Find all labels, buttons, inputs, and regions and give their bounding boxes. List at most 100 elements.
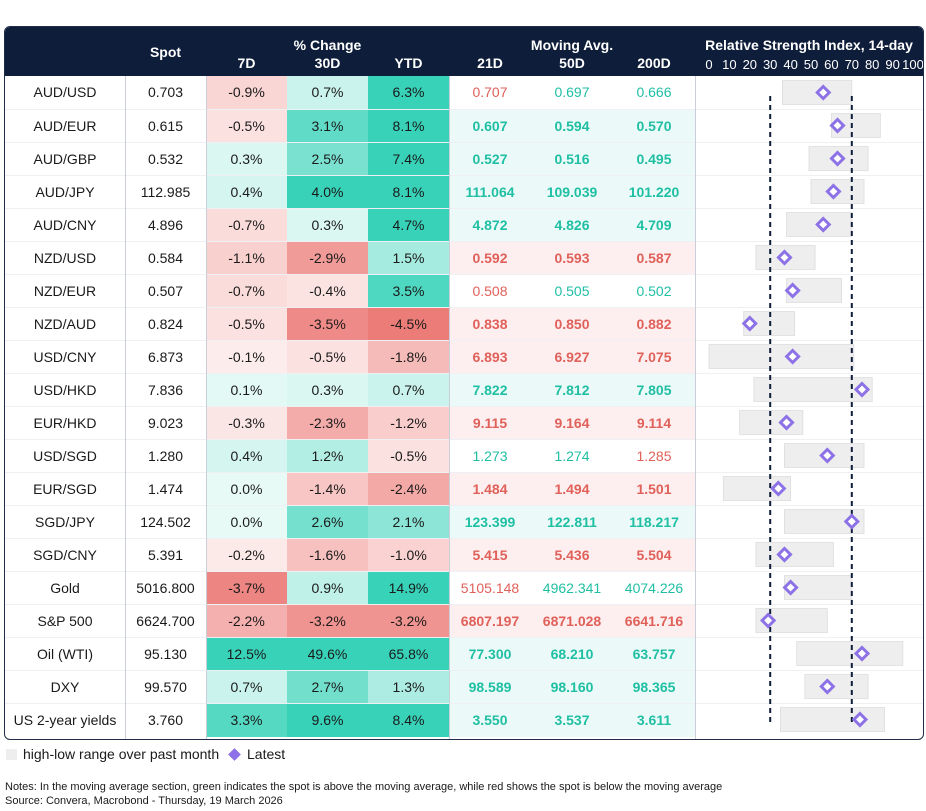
spot-value: 0.532 — [147, 151, 184, 167]
ma-ma200: 7.805 — [636, 382, 672, 398]
row-name: SGD/JPY — [35, 514, 95, 530]
rsi-latest-marker — [853, 645, 871, 662]
rsi-tick-label: 20 — [742, 57, 758, 72]
pct-change-ytd: -4.5% — [368, 308, 449, 341]
legend-latest-label: Latest — [247, 746, 286, 762]
pct-change-ytd: 7.4% — [368, 143, 449, 176]
pct-change-ytd: 3.5% — [368, 275, 449, 308]
pct-change-d7: 0.7% — [206, 671, 287, 704]
row-name: US 2-year yields — [13, 712, 117, 728]
ma-ma200: 0.570 — [636, 118, 672, 134]
ma-ma50: 122.811 — [547, 514, 597, 530]
ma-ma50: 0.850 — [554, 316, 590, 332]
pct-change-ytd: 6.3% — [368, 76, 449, 109]
pct-change-d30: -3.5% — [287, 308, 368, 341]
spot-value: 7.836 — [147, 382, 184, 398]
spot-value: 3.760 — [147, 712, 184, 728]
pct-change-ytd: -1.2% — [368, 407, 449, 440]
ma-row-background — [449, 704, 695, 737]
spot-value: 5016.800 — [136, 580, 195, 596]
rsi-tick-label: 10 — [722, 57, 737, 72]
spot-value: 0.824 — [147, 316, 184, 332]
pct-change-ytd: -3.2% — [368, 605, 449, 638]
ma-row-background — [449, 506, 695, 539]
pct-change-d7: 0.0% — [206, 506, 287, 539]
pct-change-ytd: 8.1% — [368, 176, 449, 209]
table-row: US 2-year yields 3.760 3.3% 9.6% 8.4% 3.550 3.… — [5, 703, 923, 737]
rsi-tick-label: 40 — [783, 57, 798, 72]
table-header: Spot % Change 7D 30D YTD Moving Avg. 21D… — [5, 27, 923, 76]
ma-row-background — [449, 407, 695, 440]
header-ma200: 200D — [637, 55, 671, 71]
rsi-chart — [708, 80, 904, 732]
header-7d: 7D — [237, 55, 256, 71]
ma-row-background — [449, 242, 695, 275]
ma-row-background — [449, 110, 695, 143]
ma-ma200: 4.709 — [636, 217, 672, 233]
rsi-latest-marker — [741, 315, 758, 332]
rsi-latest-marker — [825, 183, 842, 200]
ma-ma50: 1.274 — [554, 448, 590, 464]
ma-ma50: 4.826 — [554, 217, 590, 233]
pct-change-d7: -0.2% — [206, 539, 287, 572]
ma-ma50: 6871.028 — [542, 613, 602, 629]
ma-ma21: 7.822 — [472, 382, 508, 398]
ma-row-background — [449, 308, 695, 341]
ma-ma50: 0.594 — [554, 118, 590, 134]
ma-ma21: 5105.148 — [460, 580, 520, 596]
ma-ma50: 0.593 — [554, 250, 590, 266]
rsi-latest-marker — [829, 150, 846, 167]
row-name: AUD/EUR — [33, 118, 97, 134]
table-row: AUD/JPY 112.985 0.4% 4.0% 8.1% 111.064 109.039… — [5, 175, 923, 209]
source-line: Source: Convera, Macrobond - Thursday, 1… — [5, 795, 283, 807]
ma-ma50: 0.505 — [554, 283, 590, 299]
pct-change-d7: 0.0% — [206, 473, 287, 506]
pct-change-d7: -0.7% — [206, 209, 287, 242]
ma-ma21: 0.592 — [472, 250, 508, 266]
pct-change-d30: -2.3% — [287, 407, 368, 440]
divider-name — [125, 76, 126, 739]
ma-ma21: 6807.197 — [460, 613, 520, 629]
rsi-latest-marker — [760, 612, 777, 629]
pct-change-ytd: 0.7% — [368, 374, 449, 407]
ma-row-background — [449, 209, 695, 242]
legend-range-label: high-low range over past month — [23, 746, 220, 762]
ma-row-background — [449, 176, 695, 209]
rsi-latest-marker — [819, 678, 836, 695]
table-row: AUD/USD 0.703 -0.9% 0.7% 6.3% 0.707 0.697 0.666 — [5, 76, 923, 109]
header-spot: Spot — [149, 44, 182, 60]
pct-change-d30: 0.3% — [287, 374, 368, 407]
ma-row-background — [449, 671, 695, 704]
ma-ma200: 9.114 — [636, 415, 672, 431]
header-pct-change: % Change — [293, 37, 362, 53]
rsi-latest-marker — [853, 381, 871, 398]
rsi-tick-label: 70 — [844, 57, 860, 72]
row-name: NZD/EUR — [33, 283, 97, 299]
pct-change-d7: -2.2% — [206, 605, 287, 638]
table-row: AUD/EUR 0.615 -0.5% 3.1% 8.1% 0.607 0.594 0.570 — [5, 109, 923, 143]
ma-ma21: 1.484 — [472, 481, 508, 497]
ma-ma21: 0.508 — [472, 283, 508, 299]
pct-change-ytd: 65.8% — [368, 638, 449, 671]
pct-change-d30: 49.6% — [287, 638, 368, 671]
spot-value: 95.130 — [144, 646, 187, 662]
rsi-tick-label: 30 — [762, 57, 778, 72]
ma-ma50: 4962.341 — [542, 580, 602, 596]
ma-ma50: 9.164 — [554, 415, 590, 431]
ma-ma50: 3.537 — [554, 712, 590, 728]
ma-ma200: 0.587 — [636, 250, 672, 266]
pct-change-d7: -1.1% — [206, 242, 287, 275]
pct-change-d7: -0.9% — [206, 76, 287, 109]
pct-change-d30: -0.4% — [287, 275, 368, 308]
ma-ma21: 5.415 — [472, 547, 508, 563]
pct-change-ytd: 8.1% — [368, 110, 449, 143]
rsi-tick-label: 0 — [705, 57, 713, 72]
row-name: S&P 500 — [37, 613, 93, 629]
rsi-tick-label: 60 — [824, 57, 839, 72]
spot-value: 124.502 — [140, 514, 191, 530]
rsi-latest-marker — [776, 249, 793, 266]
ma-ma50: 0.697 — [554, 84, 590, 100]
ma-ma50: 0.516 — [554, 151, 590, 167]
ma-ma50: 68.210 — [550, 646, 594, 662]
ma-ma200: 101.220 — [628, 184, 680, 200]
